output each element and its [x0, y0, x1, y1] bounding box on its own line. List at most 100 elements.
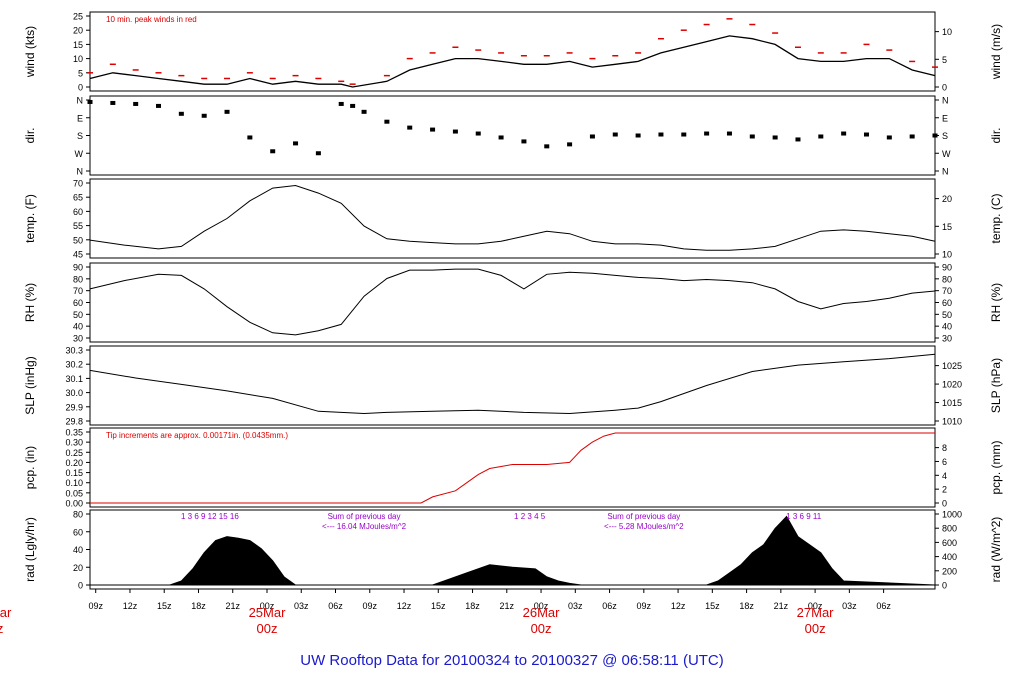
- y-tick-label-right: 10: [942, 27, 952, 37]
- data-point: [544, 144, 550, 149]
- y-axis-label-left: pcp. (in): [23, 446, 37, 489]
- y-tick-label-right: 5: [942, 55, 947, 65]
- data-point: [430, 127, 436, 132]
- x-tick-label: 00z: [808, 601, 823, 611]
- x-date-label: 25Mar: [249, 605, 287, 620]
- panel-note: 10 min. peak winds in red: [106, 15, 197, 24]
- data-point: [886, 135, 892, 140]
- data-point: [315, 151, 321, 156]
- data-point: [178, 111, 184, 116]
- y-tick-label-left: 0.10: [65, 478, 83, 488]
- y-tick-label-left: 0: [78, 83, 83, 93]
- y-tick-label-left: 80: [73, 274, 83, 284]
- y-axis-label-right: SLP (hPa): [989, 358, 1003, 413]
- x-tick-label: 15z: [431, 601, 446, 611]
- radiation-annotation: 1 2 3 4 5: [514, 512, 546, 521]
- series-line-slp: [89, 353, 936, 415]
- x-tick-label: 21z: [225, 601, 240, 611]
- data-point: [133, 101, 139, 106]
- y-tick-label-right: 600: [942, 538, 957, 548]
- y-tick-label-right: W: [942, 149, 951, 159]
- y-tick-label-right: 20: [942, 194, 952, 204]
- y-tick-label-left: 10: [73, 54, 83, 64]
- y-tick-label-left: 70: [73, 179, 83, 189]
- panel-frame: [89, 178, 936, 259]
- x-tick-label: 06z: [328, 601, 343, 611]
- panel-frame: [89, 427, 936, 508]
- y-tick-label-left: S: [77, 131, 83, 141]
- data-point: [567, 142, 573, 147]
- y-tick-label-right: 50: [942, 310, 952, 320]
- x-tick-label: 03z: [294, 601, 309, 611]
- y-tick-label-right: 8: [942, 443, 947, 453]
- panel-rh: [86, 262, 939, 343]
- y-tick-label-left: 0.30: [65, 438, 83, 448]
- y-tick-label-right: 4: [942, 471, 947, 481]
- x-tick-label: 03z: [842, 601, 857, 611]
- series-line-pcp: [90, 432, 935, 504]
- y-tick-label-right: N: [942, 167, 949, 177]
- x-tick-label: 21z: [500, 601, 515, 611]
- series-line-temp: [89, 184, 936, 251]
- y-tick-label-left: 20: [73, 26, 83, 36]
- y-tick-label-left: 5: [78, 68, 83, 78]
- y-tick-label-left: 45: [73, 250, 83, 260]
- y-tick-label-right: 0: [942, 83, 947, 93]
- x-tick-label: 06z: [602, 601, 617, 611]
- y-tick-label-left: 0.00: [65, 499, 83, 509]
- y-tick-label-left: 0.20: [65, 458, 83, 468]
- y-tick-label-left: 15: [73, 40, 83, 50]
- y-tick-label-right: 0: [942, 581, 947, 591]
- radiation-annotation: Sum of previous day: [607, 512, 680, 521]
- y-tick-label-left: 60: [73, 207, 83, 217]
- data-point: [452, 129, 458, 134]
- y-tick-label-left: N: [77, 167, 84, 177]
- data-point: [361, 109, 367, 114]
- panel-note: Tip increments are approx. 0.00171in. (0…: [106, 431, 288, 440]
- data-point: [384, 119, 390, 124]
- x-tick-label: 09z: [363, 601, 378, 611]
- y-axis-label-right: RH (%): [989, 283, 1003, 322]
- y-tick-label-right: E: [942, 113, 948, 123]
- x-tick-label: 18z: [739, 601, 754, 611]
- y-tick-label-right: 1010: [942, 417, 962, 427]
- panel-slp: [86, 345, 939, 426]
- series-line-wind: [89, 35, 936, 88]
- y-tick-label-right: 1025: [942, 361, 962, 371]
- data-point: [818, 134, 824, 139]
- data-point: [841, 131, 847, 136]
- y-tick-label-right: 70: [942, 286, 952, 296]
- data-point: [247, 135, 253, 140]
- y-tick-label-right: 6: [942, 457, 947, 467]
- y-tick-label-right: 60: [942, 298, 952, 308]
- data-point: [224, 109, 230, 114]
- data-point: [681, 132, 687, 137]
- panel-temp: [86, 178, 939, 259]
- y-tick-label-left: E: [77, 113, 83, 123]
- y-tick-label-right: 0: [942, 499, 947, 509]
- radiation-annotation: 1 3 6 9 11: [786, 512, 822, 521]
- panel-wind: [86, 11, 939, 92]
- y-tick-label-left: 40: [73, 322, 83, 332]
- x-tick-label: 00z: [534, 601, 549, 611]
- y-tick-label-right: 90: [942, 263, 952, 273]
- y-axis-label-right: pcp. (mm): [989, 440, 1003, 494]
- data-point: [726, 131, 732, 136]
- y-axis-label-right: temp. (C): [989, 193, 1003, 243]
- y-axis-label-left: temp. (F): [23, 194, 37, 243]
- y-axis-label-left: wind (kts): [23, 26, 37, 78]
- y-tick-label-left: 20: [73, 563, 83, 573]
- y-tick-label-left: 0.15: [65, 468, 83, 478]
- y-tick-label-left: 50: [73, 235, 83, 245]
- y-tick-label-right: 2: [942, 485, 947, 495]
- chart-title: UW Rooftop Data for 20100324 to 20100327…: [300, 652, 724, 669]
- y-tick-label-left: 0: [78, 581, 83, 591]
- y-tick-label-left: 25: [73, 12, 83, 22]
- data-point: [338, 101, 344, 106]
- data-point: [156, 103, 162, 108]
- data-point: [293, 141, 299, 146]
- y-tick-label-left: 65: [73, 193, 83, 203]
- y-axis-label-left: RH (%): [23, 283, 37, 322]
- x-tick-label: 12z: [671, 601, 686, 611]
- radiation-annotation: 1 3 6 9 12 15 16: [181, 512, 239, 521]
